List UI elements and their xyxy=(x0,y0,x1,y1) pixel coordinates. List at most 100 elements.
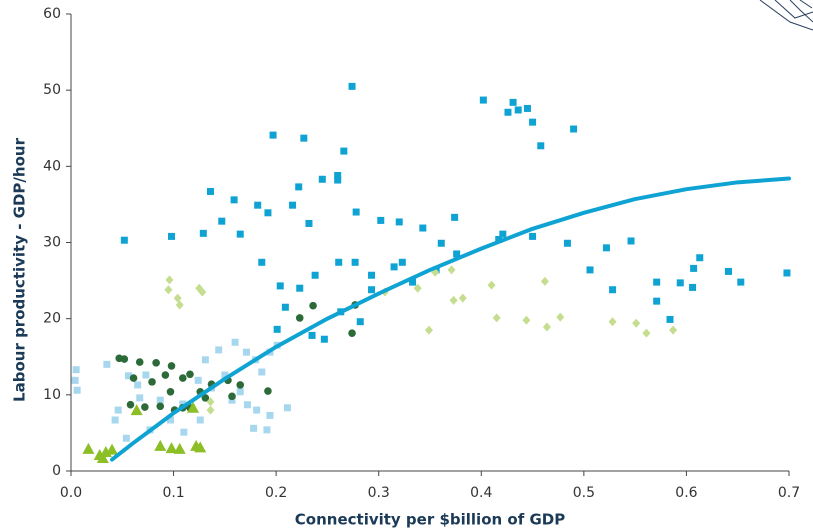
point xyxy=(199,229,207,237)
point xyxy=(556,312,565,322)
point xyxy=(194,441,207,453)
point xyxy=(165,275,174,285)
point xyxy=(586,266,594,274)
x-tick-label: 0.2 xyxy=(265,485,287,501)
point xyxy=(120,355,129,363)
point xyxy=(356,318,364,326)
y-tick-label: 10 xyxy=(43,387,61,403)
point xyxy=(281,303,289,311)
point xyxy=(609,286,617,294)
point xyxy=(152,359,160,367)
point xyxy=(479,96,487,104)
point xyxy=(289,201,297,209)
point xyxy=(250,424,258,432)
point xyxy=(165,442,178,454)
point xyxy=(168,232,176,240)
point xyxy=(264,387,272,395)
point xyxy=(487,280,496,290)
point xyxy=(258,258,266,266)
point xyxy=(447,265,456,275)
point xyxy=(73,386,81,394)
x-tick-label: 0.0 xyxy=(60,485,82,501)
point xyxy=(129,374,138,382)
point xyxy=(135,358,144,366)
point xyxy=(201,356,209,364)
point xyxy=(215,346,223,354)
point xyxy=(690,264,698,272)
point xyxy=(136,394,144,402)
point xyxy=(492,313,501,323)
y-tick-label: 40 xyxy=(43,158,61,174)
point xyxy=(335,258,343,266)
point xyxy=(266,411,274,419)
point xyxy=(409,278,417,286)
point xyxy=(273,325,281,333)
x-tick-label: 0.6 xyxy=(675,485,697,501)
point xyxy=(437,239,445,247)
point xyxy=(106,443,119,455)
point xyxy=(236,388,244,396)
point xyxy=(258,368,266,376)
point xyxy=(395,218,403,226)
y-tick-label: 50 xyxy=(43,82,61,98)
point xyxy=(126,400,135,409)
point xyxy=(295,314,304,322)
point xyxy=(166,387,175,396)
point xyxy=(167,362,176,370)
point xyxy=(164,285,173,295)
point xyxy=(179,400,187,408)
point xyxy=(419,224,427,232)
point xyxy=(187,401,200,413)
point xyxy=(154,439,167,451)
point xyxy=(348,329,356,337)
point xyxy=(308,331,316,339)
corner-decoration xyxy=(759,0,813,31)
point xyxy=(340,147,348,155)
point xyxy=(522,315,531,325)
point xyxy=(334,176,342,184)
point xyxy=(231,338,239,346)
point xyxy=(269,131,277,139)
point xyxy=(689,283,697,291)
x-tick-label: 0.5 xyxy=(573,485,595,501)
point xyxy=(737,278,745,286)
trend-line xyxy=(110,176,791,462)
point xyxy=(134,381,142,389)
point xyxy=(124,372,132,380)
point xyxy=(198,287,207,297)
point xyxy=(724,267,732,275)
point xyxy=(390,263,398,271)
x-axis-title: Connectivity per $billion of GDP xyxy=(295,511,565,529)
point xyxy=(221,371,229,379)
point xyxy=(305,219,313,227)
point xyxy=(120,236,128,244)
point xyxy=(523,104,531,112)
point xyxy=(669,325,678,335)
point xyxy=(236,230,244,238)
point xyxy=(141,403,149,411)
y-tick-label: 30 xyxy=(43,235,61,251)
point xyxy=(142,371,150,379)
point xyxy=(334,171,342,179)
point xyxy=(186,370,194,379)
point xyxy=(783,269,791,277)
point xyxy=(499,230,507,238)
point xyxy=(570,125,578,133)
point xyxy=(318,175,326,183)
point xyxy=(283,404,291,412)
point xyxy=(253,406,261,414)
point xyxy=(206,397,215,407)
point xyxy=(296,284,304,292)
y-tick-label: 60 xyxy=(43,6,61,22)
x-tick-label: 0.4 xyxy=(470,485,492,501)
point xyxy=(676,279,684,287)
point xyxy=(111,416,119,424)
point xyxy=(179,374,187,382)
point xyxy=(451,213,459,221)
point xyxy=(542,322,551,332)
point xyxy=(368,271,376,279)
point xyxy=(413,283,422,293)
point xyxy=(206,187,214,195)
point xyxy=(236,381,245,389)
